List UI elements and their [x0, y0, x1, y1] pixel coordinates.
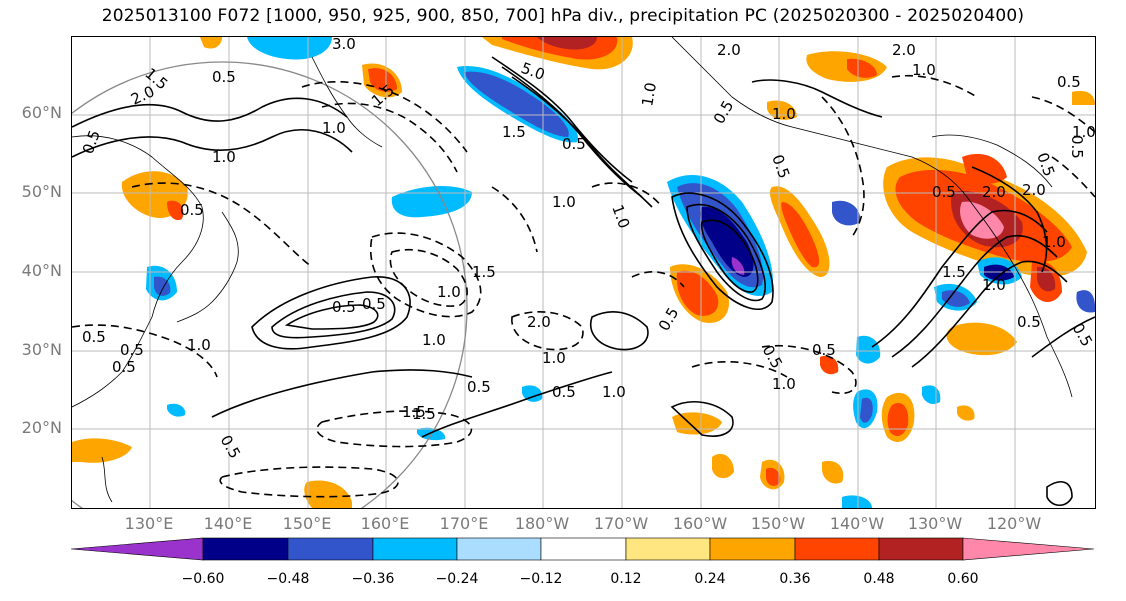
lon-label: 130°E [124, 514, 174, 533]
colorbar-cell [456, 537, 542, 561]
contour-label: 1.5 [402, 403, 426, 421]
colorbar [71, 537, 1094, 561]
contour-label: 1.0 [772, 375, 796, 393]
contour-label: 1.0 [912, 61, 936, 79]
colorbar-tick-label: 0.24 [694, 571, 726, 587]
colorbar-tick-label: −0.12 [519, 571, 563, 587]
lon-label: 180°W [514, 514, 570, 533]
contour-label: 2.0 [1022, 181, 1046, 199]
contour-label: 0.5 [217, 432, 245, 462]
contour-label: 1.0 [542, 349, 566, 367]
contour-label: 1.0 [322, 119, 346, 137]
contour-label: 1.0 [982, 276, 1006, 294]
colorbar-tick-label: −0.48 [266, 571, 310, 587]
contour-label: 0.5 [812, 341, 836, 359]
colorbar-cell [794, 537, 880, 561]
lon-label: 160°E [360, 514, 410, 533]
contour-label: 1.0 [638, 81, 660, 108]
contour-label: 0.5 [710, 97, 738, 127]
lat-label-40n: 40°N [21, 261, 62, 280]
coastlines [72, 37, 1073, 503]
colorbar-tick-label: −0.60 [181, 571, 225, 587]
contour-label: 0.5 [112, 358, 136, 376]
colorbar-tick-label: −0.24 [435, 571, 479, 587]
lat-label-50n: 50°N [21, 182, 62, 201]
colorbar-tick-label: −0.36 [351, 571, 395, 587]
contour-label: 1.5 [502, 123, 526, 141]
contour-label: 0.5 [1033, 150, 1058, 179]
lat-label-30n: 30°N [21, 340, 62, 359]
lon-label: 150°E [282, 514, 332, 533]
contour-label: 0.5 [467, 378, 491, 396]
lat-label-20n: 20°N [21, 418, 62, 437]
contour-label: 0.5 [212, 68, 236, 86]
figure-title: 2025013100 F072 [1000, 950, 925, 900, 85… [101, 6, 1025, 26]
contour-label: 1.5 [412, 405, 436, 423]
contour-label: 2.0 [892, 41, 916, 59]
colorbar-cell [709, 537, 796, 561]
contour-label: 0.5 [1017, 313, 1041, 331]
lon-label: 140°E [203, 514, 253, 533]
contour-label: 0.5 [655, 304, 683, 334]
contour-label: 1.0 [1042, 233, 1066, 251]
contour-label: 0.5 [562, 135, 586, 153]
contour-label: 1.0 [422, 331, 446, 349]
contour-label: 1.5 [472, 263, 496, 281]
contour-label: 0.5 [1068, 135, 1086, 159]
colorbar-cell [202, 537, 289, 561]
contour-label: 0.5 [82, 328, 106, 346]
contour-label: 1.0 [772, 105, 796, 123]
contour-label: 0.5 [120, 341, 144, 359]
contour-label: 0.5 [552, 383, 576, 401]
contour-label: 0.5 [1069, 320, 1095, 350]
colorbar-tick-label: 0.48 [863, 571, 895, 587]
contour-label: 0.5 [332, 298, 356, 316]
lon-label: 160°W [672, 514, 728, 533]
colorbar-tick-label: 0.36 [779, 571, 811, 587]
colorbar-cell [878, 537, 964, 561]
colorbar-cell [540, 537, 627, 561]
map-canvas: 3.0 1.5 0.5 2.0 0.5 1.0 1.5 1.0 0.5 0.5 … [72, 37, 1095, 508]
colorbar-tick-label: 0.12 [610, 571, 642, 587]
contour-label: 3.0 [332, 37, 356, 53]
contour-label: 0.5 [79, 128, 104, 157]
divergence-contours [72, 56, 1095, 507]
colorbar-cell [372, 537, 458, 561]
colorbar-cell [962, 537, 1094, 561]
colorbar-cell [71, 537, 204, 561]
contour-label: 2.0 [527, 313, 551, 331]
radius-circle [72, 61, 468, 508]
graticule [72, 37, 1095, 508]
colorbar-cell [625, 537, 711, 561]
contour-label: 2.0 [717, 41, 741, 59]
contour-label: 1.0 [1072, 123, 1095, 141]
contour-label: 1.0 [187, 336, 211, 354]
colorbar-cell [287, 537, 374, 561]
contour-labels: 3.0 1.5 0.5 2.0 0.5 1.0 1.5 1.0 0.5 0.5 … [79, 37, 1095, 462]
contour-label: 0.5 [180, 201, 204, 219]
contour-label: 0.5 [362, 295, 386, 313]
contour-label: 0.5 [932, 183, 956, 201]
lon-label: 120°W [986, 514, 1042, 533]
contour-label: 2.0 [982, 183, 1006, 201]
contour-label: 1.0 [602, 383, 626, 401]
lon-label: 140°W [829, 514, 885, 533]
contour-label: 0.5 [1057, 73, 1081, 91]
contour-label: 1.0 [608, 202, 633, 231]
contour-label: 0.5 [768, 152, 793, 181]
precipitation-shading [72, 37, 1095, 508]
colorbar-tick-label: 0.60 [947, 571, 979, 587]
lon-label: 130°W [907, 514, 963, 533]
convergence-contours [72, 74, 1095, 498]
contour-label: 1.0 [552, 193, 576, 211]
map-panel: 3.0 1.5 0.5 2.0 0.5 1.0 1.5 1.0 0.5 0.5 … [71, 36, 1096, 509]
contour-label: 1.0 [212, 148, 236, 166]
lon-label: 170°W [593, 514, 649, 533]
contour-label: 1.0 [437, 283, 461, 301]
lat-label-60n: 60°N [21, 103, 62, 122]
lon-label: 170°E [439, 514, 489, 533]
lon-label: 150°W [750, 514, 806, 533]
contour-label: 1.5 [942, 263, 966, 281]
